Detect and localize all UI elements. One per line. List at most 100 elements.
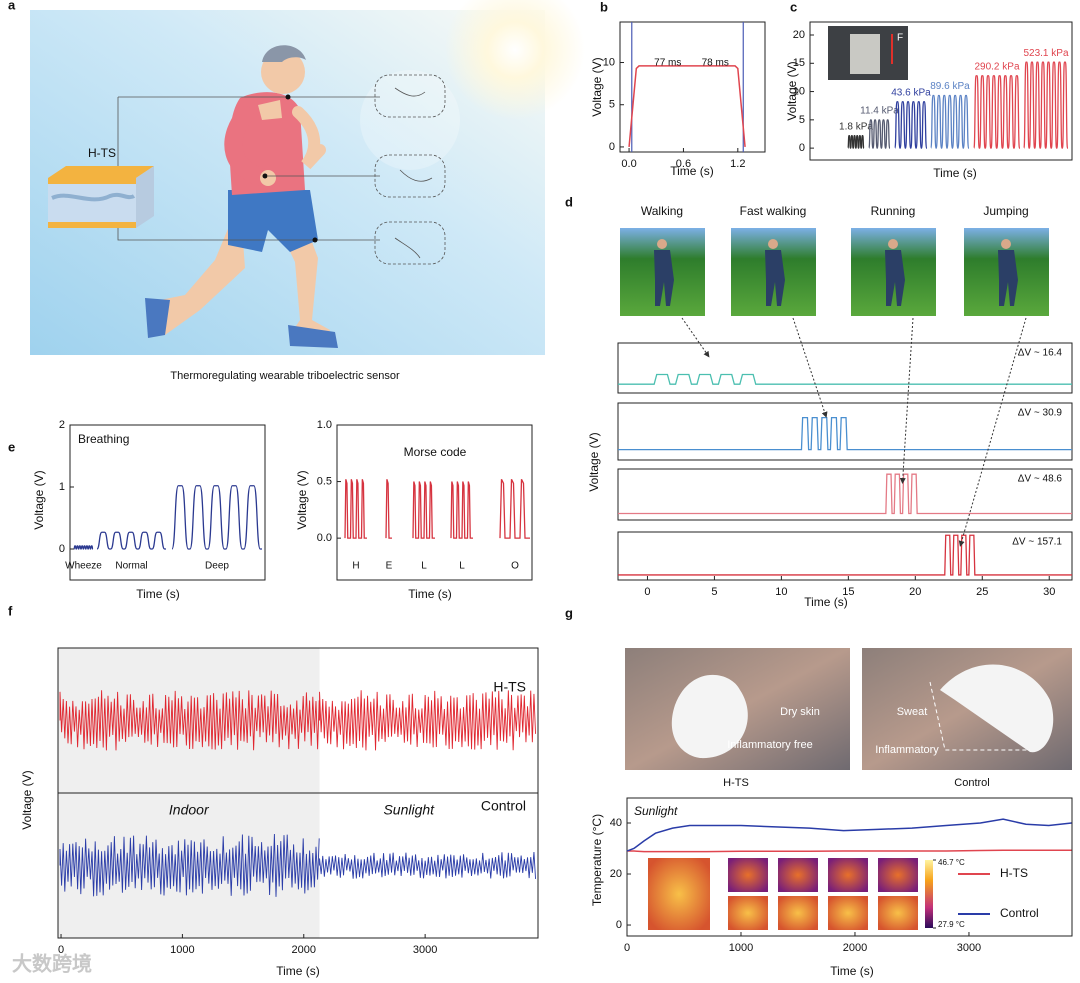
y-axis-label: Voltage (V)	[32, 470, 46, 529]
signal-trace	[319, 851, 536, 879]
plot-frame	[626, 797, 1073, 937]
thermal-image	[828, 858, 868, 892]
thermal-image	[778, 858, 818, 892]
x-tick-label: 10	[775, 586, 787, 598]
annotation: 78 ms	[702, 58, 729, 69]
x-axis-label: Time (s)	[670, 164, 714, 178]
activity-label: Jumping	[983, 204, 1028, 218]
thermal-image	[778, 896, 818, 930]
guide-arrow	[899, 317, 914, 484]
thermal-image	[878, 858, 918, 892]
x-axis-label: Time (s)	[933, 166, 977, 180]
group-label: H	[352, 561, 359, 572]
panel-label: d	[565, 194, 573, 209]
activity-label: Running	[871, 204, 916, 218]
pulse-trace	[412, 481, 435, 539]
delta-v-label: ΔV ~ 157.1	[1012, 537, 1062, 548]
thermal-image	[648, 858, 710, 930]
photo-caption: H-TS	[723, 777, 749, 789]
person	[765, 250, 785, 306]
y-tick-label: 15	[793, 57, 805, 69]
panel-label: e	[8, 439, 15, 454]
chart-title: Morse code	[404, 445, 467, 459]
panel-label: f	[8, 603, 13, 618]
row-frame	[617, 531, 1073, 581]
colorbar-label: 27.9 °C	[938, 920, 965, 929]
y-tick-label: 0.0	[317, 532, 332, 544]
pulse-trace	[171, 485, 262, 550]
activity-label: Walking	[641, 204, 683, 218]
y-tick-label: 0.5	[317, 475, 332, 487]
activity-label: Fast walking	[740, 204, 807, 218]
x-tick-label: 15	[842, 586, 854, 598]
x-axis-label: Time (s)	[408, 587, 452, 601]
pulse-trace	[894, 101, 928, 149]
delta-v-label: ΔV ~ 48.6	[1018, 474, 1063, 485]
group-label: Deep	[205, 561, 229, 572]
row-frame	[617, 402, 1073, 461]
x-tick-label: 0	[624, 942, 630, 954]
group-label: O	[511, 561, 519, 572]
photo-label: Inflammatory	[875, 744, 939, 756]
y-axis-label: Voltage (V)	[295, 470, 309, 529]
y-tick-label: 5	[799, 114, 805, 126]
group-label: Normal	[115, 561, 147, 572]
group-label: 523.1 kPa	[1023, 48, 1068, 59]
x-tick-label: 1.2	[730, 158, 745, 170]
pulse-trace	[96, 531, 166, 550]
panel-label: c	[790, 0, 797, 14]
group-label: 290.2 kPa	[974, 61, 1019, 72]
x-axis-label: Time (s)	[136, 587, 180, 601]
panel-label: g	[565, 605, 573, 620]
plot-frame	[336, 424, 533, 581]
y-axis-label: Voltage (V)	[587, 432, 601, 491]
pulse-trace	[1023, 61, 1069, 149]
signal-trace	[618, 373, 1072, 385]
region-label: Indoor	[169, 802, 210, 818]
y-tick-label: 10	[603, 56, 615, 68]
delta-v-label: ΔV ~ 30.9	[1018, 408, 1063, 419]
x-tick-label: 3000	[957, 942, 981, 954]
y-tick-label: 0	[616, 919, 622, 931]
series-line	[627, 849, 1072, 853]
inset-photo-part	[850, 34, 880, 74]
pulse-trace	[499, 479, 530, 539]
colorbar-label: 46.7 °C	[938, 858, 965, 867]
person	[998, 250, 1018, 306]
plot-frame	[619, 21, 766, 153]
photo-label: Inflammatory free	[727, 739, 813, 751]
guide-arrow	[681, 317, 710, 358]
y-tick-label: 20	[793, 29, 805, 41]
person-head	[888, 239, 898, 249]
person	[885, 250, 905, 306]
x-tick-label: 3000	[413, 944, 437, 956]
y-tick-label: 10	[793, 85, 805, 97]
x-tick-label: 0.0	[621, 158, 636, 170]
y-axis-label: Voltage (V)	[785, 61, 799, 120]
y-tick-label: 40	[610, 817, 622, 829]
group-label: Wheeze	[65, 561, 102, 572]
row-frame	[617, 468, 1073, 521]
legend-label: Control	[1000, 906, 1039, 920]
y-tick-label: 0	[59, 543, 65, 555]
photo-label: Dry skin	[780, 706, 820, 718]
pulse-trace	[847, 135, 865, 149]
pulse-trace	[385, 479, 392, 539]
x-tick-label: 1000	[170, 944, 194, 956]
thermal-image	[878, 896, 918, 930]
thermal-image	[728, 858, 768, 892]
x-axis-label: Time (s)	[804, 595, 848, 609]
group-label: 43.6 kPa	[891, 87, 931, 98]
guide-arrow	[792, 317, 828, 418]
delta-v-label: ΔV ~ 16.4	[1018, 348, 1063, 359]
x-tick-label: 20	[909, 586, 921, 598]
photo-label: Sweat	[897, 706, 928, 718]
x-tick-label: 2000	[843, 942, 867, 954]
x-tick-label: 2000	[292, 944, 316, 956]
pulse-trace	[973, 75, 1021, 149]
y-tick-label: 0	[799, 142, 805, 154]
series-label: Control	[481, 798, 526, 814]
chart-title: Sunlight	[634, 804, 678, 818]
signal-trace	[618, 473, 1072, 515]
